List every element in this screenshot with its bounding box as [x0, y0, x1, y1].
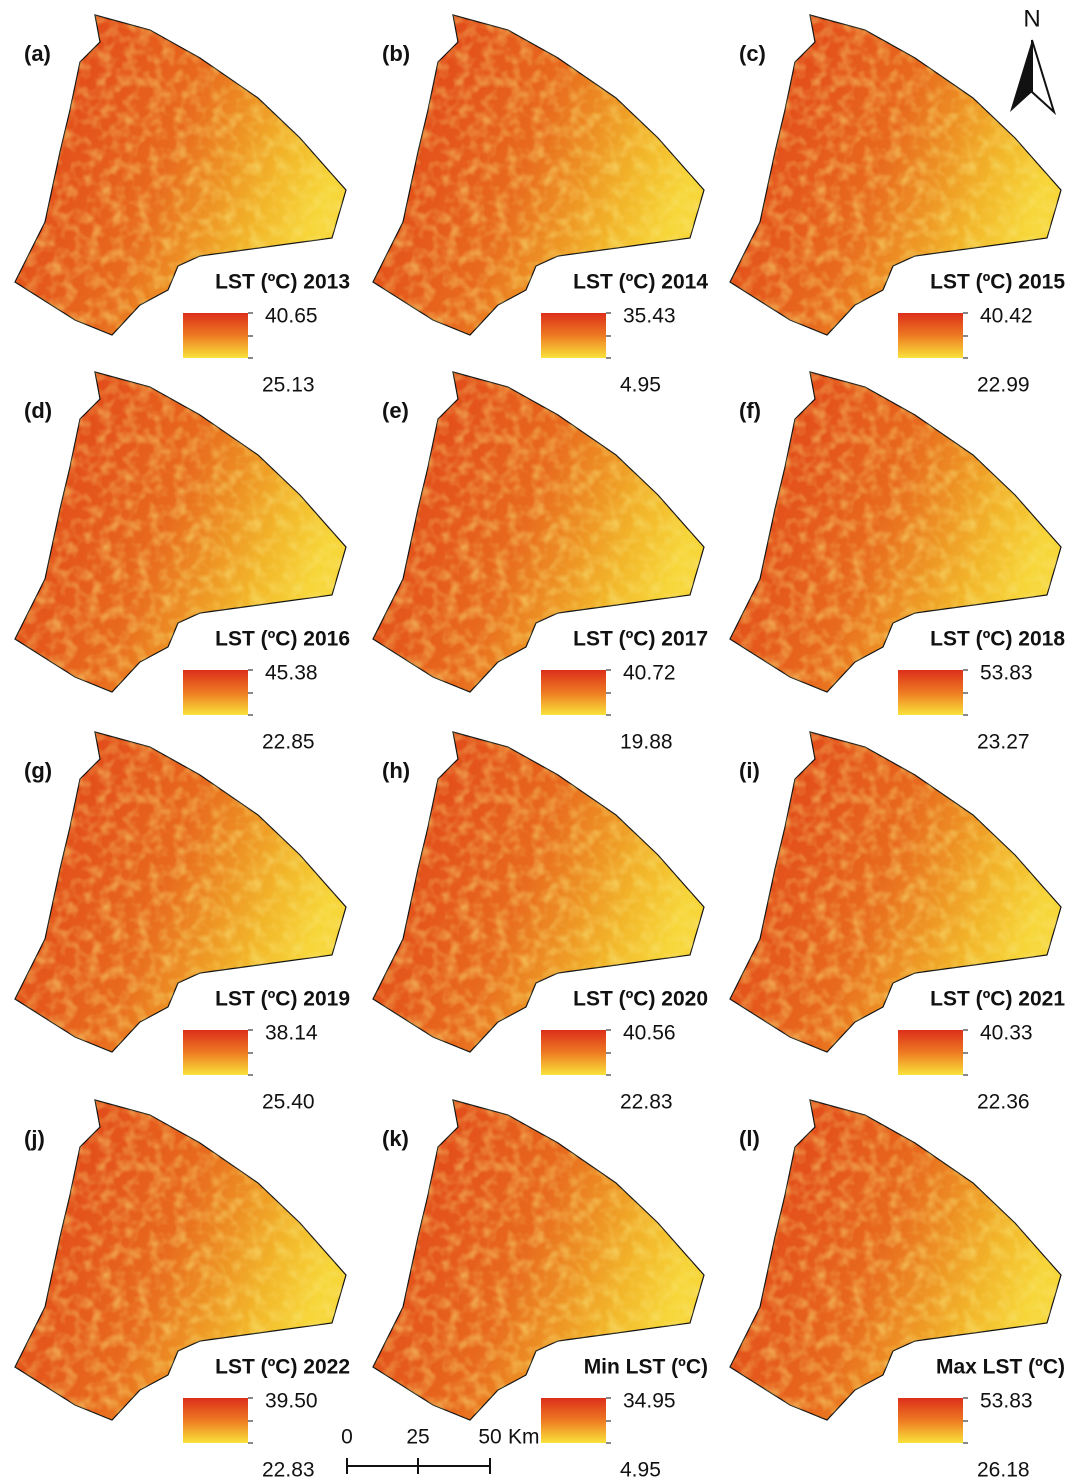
north-label: N — [1023, 5, 1040, 32]
panel-label: (j) — [24, 1126, 45, 1151]
legend-title: LST (ºC) 2015 — [930, 271, 1065, 294]
scale-bar: 0 25 50 Km — [341, 1426, 539, 1474]
legend-ramp — [541, 1398, 606, 1443]
legend-ramp — [898, 313, 963, 358]
map-panel: (i) LST (ºC) 2021 40.33 22.36 — [730, 732, 1065, 1114]
legend-max: 45.38 — [265, 662, 318, 685]
legend-max: 34.95 — [623, 1390, 676, 1413]
map-panel: (g) LST (ºC) 2019 38.14 25.40 — [15, 732, 350, 1114]
north-arrow: N — [1010, 5, 1054, 112]
map-panel: (l) Max LST (ºC) 53.83 26.18 — [730, 1100, 1065, 1479]
panel-label: (g) — [24, 758, 52, 783]
panel-label: (d) — [24, 398, 52, 423]
legend-min: 22.85 — [262, 731, 315, 754]
legend-ramp — [183, 313, 248, 358]
legend-ramp — [898, 1398, 963, 1443]
panel-label: (i) — [739, 758, 760, 783]
scale-label: 25 — [406, 1426, 429, 1449]
arrow-left — [1010, 40, 1032, 112]
map-panel: (a) LST (ºC) 2013 40.65 25.13 — [15, 15, 350, 397]
scale-unit: Km — [508, 1426, 540, 1449]
scale-label: 50 — [478, 1426, 501, 1449]
map-panel: (k) Min LST (ºC) 34.95 4.95 — [373, 1100, 708, 1479]
panel-label: (l) — [739, 1126, 760, 1151]
legend-min: 22.83 — [620, 1091, 673, 1114]
legend-title: Min LST (ºC) — [584, 1356, 708, 1379]
legend-max: 35.43 — [623, 305, 676, 328]
panel-label: (k) — [382, 1126, 409, 1151]
legend-min: 23.27 — [977, 731, 1030, 754]
map-panel: (f) LST (ºC) 2018 53.83 23.27 — [730, 372, 1065, 754]
map-panel: (e) LST (ºC) 2017 40.72 19.88 — [373, 372, 708, 754]
legend-title: LST (ºC) 2021 — [930, 988, 1065, 1011]
legend-title: LST (ºC) 2016 — [215, 628, 350, 651]
legend-min: 22.36 — [977, 1091, 1030, 1114]
legend-max: 40.56 — [623, 1022, 676, 1045]
legend-max: 53.83 — [980, 1390, 1033, 1413]
panel-label: (h) — [382, 758, 410, 783]
legend-min: 4.95 — [620, 374, 661, 397]
legend-title: LST (ºC) 2017 — [573, 628, 708, 651]
legend-max: 39.50 — [265, 1390, 318, 1413]
legend-min: 25.40 — [262, 1091, 315, 1114]
legend-ramp — [898, 1030, 963, 1075]
legend-min: 25.13 — [262, 374, 315, 397]
legend-ramp — [183, 670, 248, 715]
legend-title: LST (ºC) 2013 — [215, 271, 350, 294]
legend-title: LST (ºC) 2019 — [215, 988, 350, 1011]
map-panel: (j) LST (ºC) 2022 39.50 22.83 — [15, 1100, 350, 1479]
legend-max: 40.65 — [265, 305, 318, 328]
legend-min: 26.18 — [977, 1459, 1030, 1479]
legend-min: 22.83 — [262, 1459, 315, 1479]
legend-ramp — [541, 1030, 606, 1075]
panel-label: (c) — [739, 41, 766, 66]
legend-title: LST (ºC) 2018 — [930, 628, 1065, 651]
legend-max: 40.42 — [980, 305, 1033, 328]
panel-label: (f) — [739, 398, 761, 423]
figure: N 0 25 50 Km (a) LST (ºC) 2013 40.65 25.13 (b) L… — [0, 0, 1073, 1479]
legend-title: LST (ºC) 2020 — [573, 988, 708, 1011]
legend-min: 22.99 — [977, 374, 1030, 397]
legend-title: Max LST (ºC) — [936, 1356, 1065, 1379]
legend-ramp — [541, 313, 606, 358]
arrow-right — [1032, 40, 1054, 112]
legend-ramp — [541, 670, 606, 715]
legend-title: LST (ºC) 2014 — [573, 271, 708, 294]
legend-max: 38.14 — [265, 1022, 318, 1045]
legend-ramp — [898, 670, 963, 715]
legend-min: 19.88 — [620, 731, 673, 754]
map-panel: (b) LST (ºC) 2014 35.43 4.95 — [373, 15, 708, 397]
legend-max: 40.72 — [623, 662, 676, 685]
legend-ramp — [183, 1030, 248, 1075]
legend-max: 40.33 — [980, 1022, 1033, 1045]
panel-label: (b) — [382, 41, 410, 66]
legend-title: LST (ºC) 2022 — [215, 1356, 350, 1379]
panel-label: (e) — [382, 398, 409, 423]
legend-min: 4.95 — [620, 1459, 661, 1479]
map-panel: (d) LST (ºC) 2016 45.38 22.85 — [15, 372, 350, 754]
legend-max: 53.83 — [980, 662, 1033, 685]
map-panel: (c) LST (ºC) 2015 40.42 22.99 — [730, 15, 1065, 397]
map-panel: (h) LST (ºC) 2020 40.56 22.83 — [373, 732, 708, 1114]
scale-label: 0 — [341, 1426, 353, 1449]
legend-ramp — [183, 1398, 248, 1443]
panel-label: (a) — [24, 41, 51, 66]
